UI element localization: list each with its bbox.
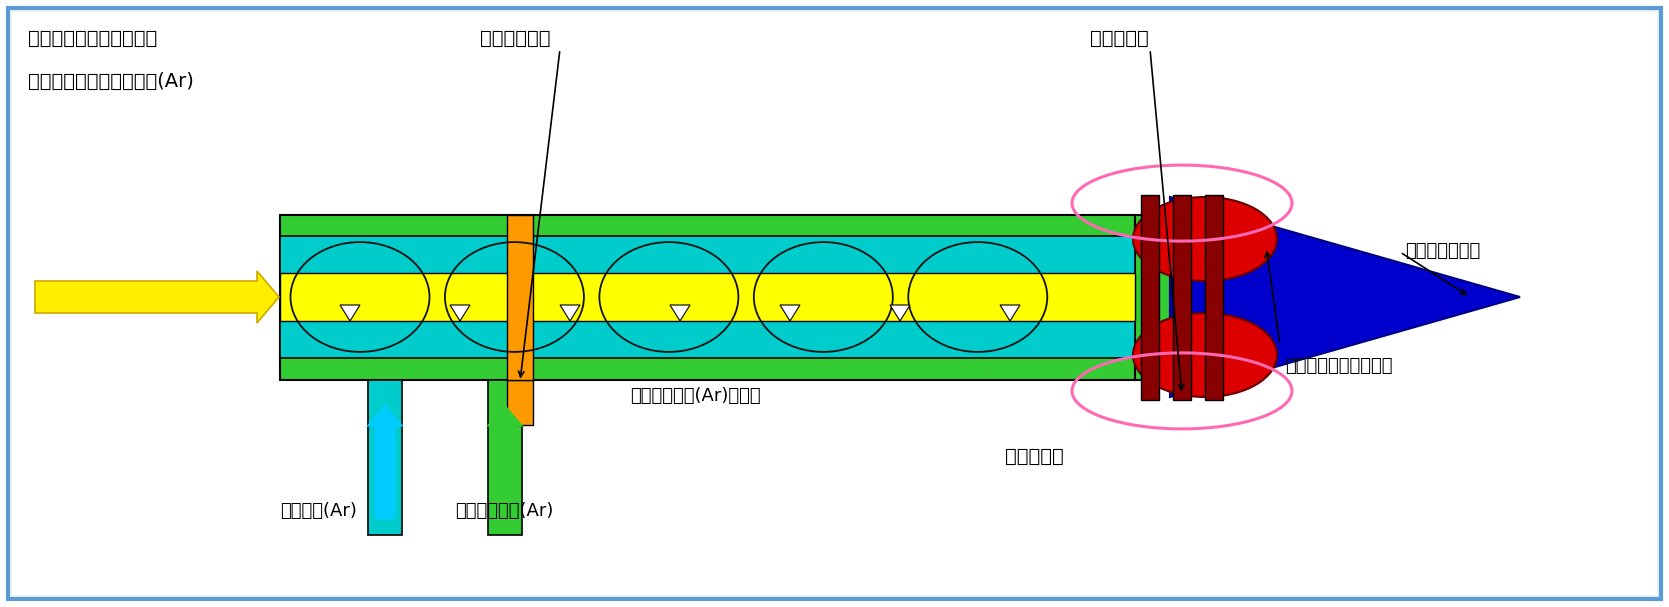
Polygon shape [340, 305, 361, 321]
Bar [1205, 194, 1223, 399]
Polygon shape [669, 305, 689, 321]
Ellipse shape [1133, 197, 1277, 281]
Bar [507, 214, 532, 379]
Bar [1135, 214, 1170, 379]
Bar [1170, 214, 1240, 379]
Text: スプレーチャンバーより: スプレーチャンバーより [28, 29, 157, 48]
Bar [280, 214, 1135, 379]
Text: 補助ガス(Ar): 補助ガス(Ar) [280, 502, 357, 520]
Polygon shape [779, 305, 799, 321]
Ellipse shape [1133, 313, 1277, 397]
Text: プラズマガス(Ar): プラズマガス(Ar) [456, 502, 554, 520]
Text: ドーナツ状のプラズマ: ドーナツ状のプラズマ [1285, 357, 1392, 375]
FancyArrow shape [486, 404, 524, 520]
Polygon shape [1170, 197, 1520, 397]
Text: プラズマガス(Ar)の流れ: プラズマガス(Ar)の流れ [629, 387, 761, 405]
Bar [280, 273, 1135, 321]
Polygon shape [451, 305, 471, 321]
Text: 試料溶液とキャリアガス(Ar): 試料溶液とキャリアガス(Ar) [28, 72, 194, 91]
Bar [1142, 194, 1158, 399]
Bar [487, 379, 522, 535]
Text: 先端のプラズマ: 先端のプラズマ [1405, 242, 1480, 260]
FancyArrow shape [366, 404, 404, 520]
Bar [1173, 194, 1192, 399]
Polygon shape [561, 305, 581, 321]
FancyBboxPatch shape [8, 8, 1661, 599]
Text: 誤導コイル: 誤導コイル [1090, 29, 1148, 48]
FancyArrow shape [35, 271, 279, 323]
Polygon shape [890, 305, 910, 321]
Bar [367, 379, 402, 535]
Bar [280, 236, 1135, 358]
Text: 高周波磁界: 高周波磁界 [1005, 447, 1063, 466]
Polygon shape [1000, 305, 1020, 321]
Text: 高電圧発生器: 高電圧発生器 [481, 29, 551, 48]
Bar [507, 379, 532, 424]
